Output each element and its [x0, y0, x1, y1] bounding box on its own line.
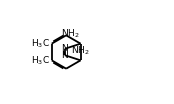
Text: N: N	[61, 51, 68, 60]
Text: NH$_2$: NH$_2$	[71, 45, 90, 57]
Text: NH$_2$: NH$_2$	[61, 27, 80, 40]
Text: N: N	[61, 44, 68, 53]
Text: H$_3$C: H$_3$C	[31, 54, 50, 67]
Text: H$_3$C: H$_3$C	[31, 37, 50, 50]
